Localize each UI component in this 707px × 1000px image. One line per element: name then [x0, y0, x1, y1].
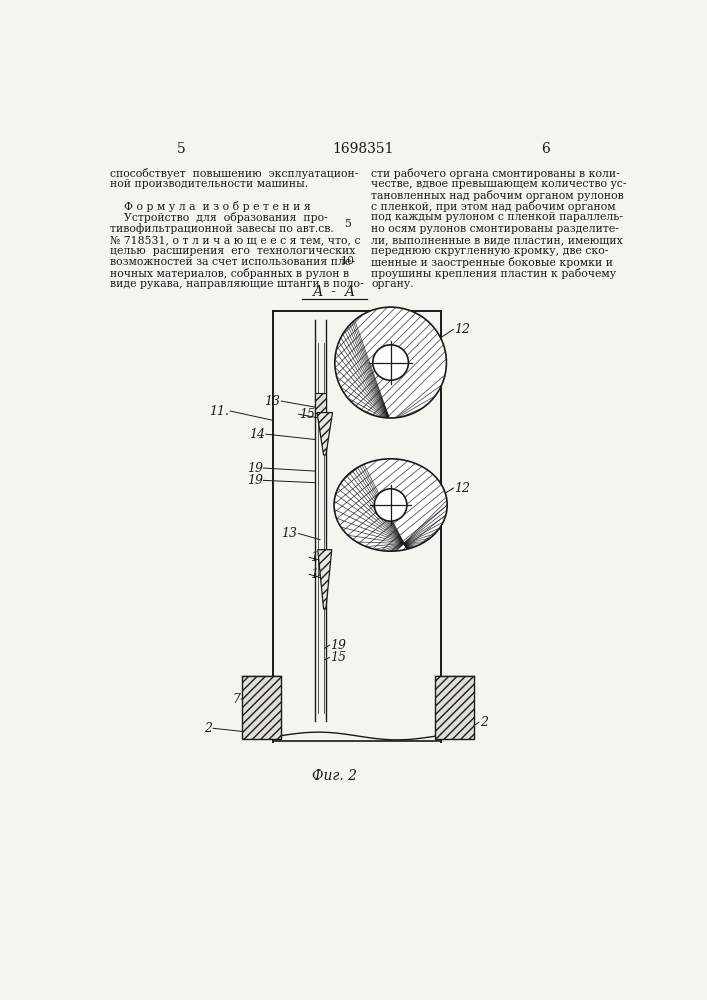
Text: 19: 19	[247, 474, 263, 487]
Text: 11.: 11.	[209, 405, 230, 418]
Text: ночных материалов, собранных в рулон в: ночных материалов, собранных в рулон в	[110, 268, 349, 279]
Text: честве, вдвое превышающем количество ус-: честве, вдвое превышающем количество ус-	[371, 179, 626, 189]
Text: но осям рулонов смонтированы разделите-: но осям рулонов смонтированы разделите-	[371, 224, 619, 234]
Text: целью  расширения  его  технологических: целью расширения его технологических	[110, 246, 356, 256]
Text: 12: 12	[454, 323, 470, 336]
Ellipse shape	[334, 459, 448, 551]
Bar	[315, 393, 327, 413]
Text: 5: 5	[344, 219, 351, 229]
Text: 13: 13	[281, 527, 298, 540]
Text: переднюю скругленную кромку, две ско-: переднюю скругленную кромку, две ско-	[371, 246, 609, 256]
Text: проушины крепления пластин к рабочему: проушины крепления пластин к рабочему	[371, 268, 617, 279]
Text: 2: 2	[480, 716, 488, 729]
Circle shape	[374, 489, 407, 521]
Bar	[242, 676, 281, 739]
Text: шенные и заостренные боковые кромки и: шенные и заостренные боковые кромки и	[371, 257, 613, 268]
Text: 15: 15	[299, 408, 315, 421]
Text: 5: 5	[177, 142, 186, 156]
Text: возможностей за счет использования пле-: возможностей за счет использования пле-	[110, 257, 355, 267]
Circle shape	[373, 345, 409, 380]
Text: 14: 14	[249, 428, 265, 441]
Text: 19: 19	[330, 639, 346, 652]
Text: 15: 15	[310, 551, 326, 564]
Text: Ф о р м у л а  и з о б р е т е н и я: Ф о р м у л а и з о б р е т е н и я	[110, 201, 311, 212]
Text: 15: 15	[330, 651, 346, 664]
Text: органу.: органу.	[371, 279, 414, 289]
Text: виде рукава, направляющие штанги в поло-: виде рукава, направляющие штанги в поло-	[110, 279, 363, 289]
Circle shape	[335, 307, 446, 418]
Text: 12: 12	[454, 482, 470, 495]
Text: 13: 13	[264, 395, 281, 408]
Text: способствует  повышению  эксплуатацион-: способствует повышению эксплуатацион-	[110, 168, 358, 179]
Text: сти рабочего органа смонтированы в коли-: сти рабочего органа смонтированы в коли-	[371, 168, 620, 179]
Text: Фиг. 2: Фиг. 2	[312, 769, 357, 783]
Text: № 718531, о т л и ч а ю щ е е с я тем, что, с: № 718531, о т л и ч а ю щ е е с я тем, ч…	[110, 235, 361, 245]
Polygon shape	[317, 413, 332, 455]
Text: 19: 19	[247, 462, 263, 475]
Text: Устройство  для  образования  про-: Устройство для образования про-	[110, 212, 328, 223]
Text: 2: 2	[204, 722, 212, 735]
Text: тановленных над рабочим органом рулонов: тановленных над рабочим органом рулонов	[371, 190, 624, 201]
Bar	[435, 676, 474, 739]
Text: с пленкой, при этом над рабочим органом: с пленкой, при этом над рабочим органом	[371, 201, 616, 212]
Text: 7: 7	[233, 693, 240, 706]
Text: тивофильтрационной завесы по авт.св.: тивофильтрационной завесы по авт.св.	[110, 224, 334, 234]
Text: 1698351: 1698351	[332, 142, 394, 156]
Text: под каждым рулоном с пленкой параллель-: под каждым рулоном с пленкой параллель-	[371, 212, 623, 222]
Text: ли, выполненные в виде пластин, имеющих: ли, выполненные в виде пластин, имеющих	[371, 235, 623, 245]
Text: 10: 10	[340, 256, 354, 266]
Text: ной производительности машины.: ной производительности машины.	[110, 179, 308, 189]
Text: 6: 6	[542, 142, 550, 156]
Polygon shape	[317, 550, 332, 609]
Text: А  -  А: А - А	[313, 285, 356, 299]
Text: 14: 14	[310, 568, 326, 581]
